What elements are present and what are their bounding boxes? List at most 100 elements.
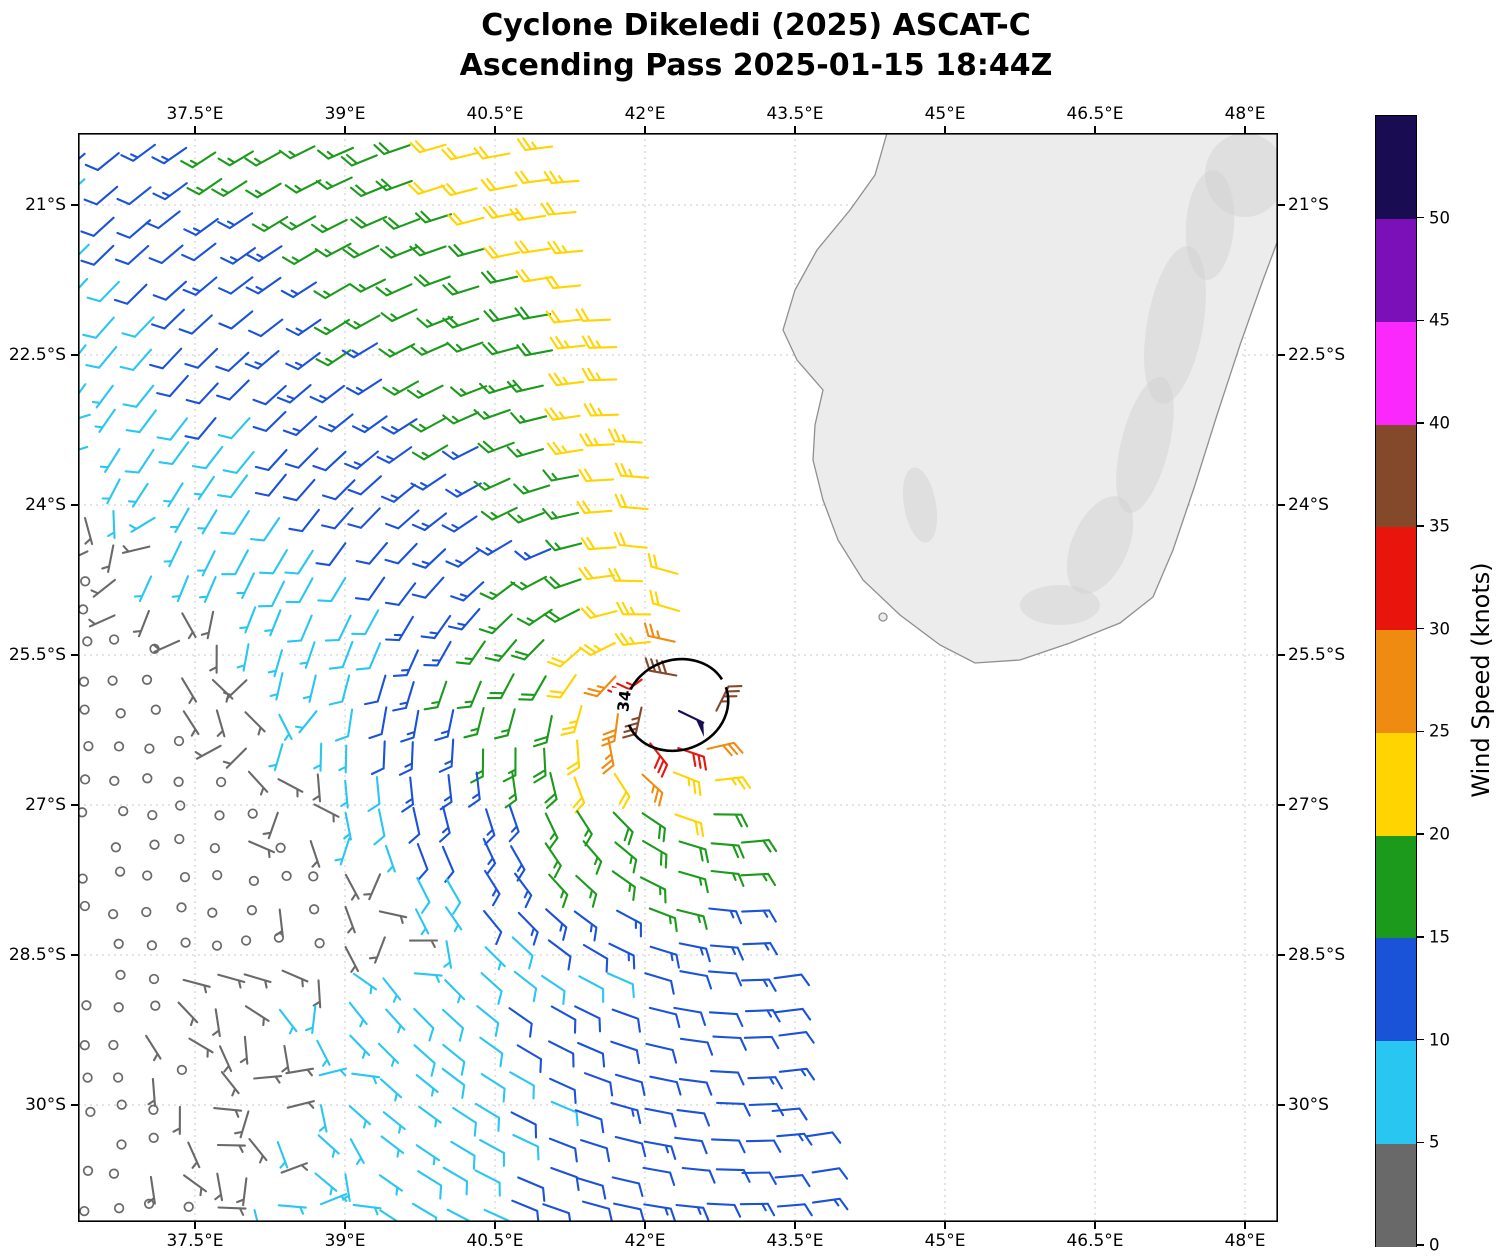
lon-tick-label-bottom: 37.5°E: [166, 1231, 224, 1251]
colorbar-tick-mark: [1417, 422, 1424, 424]
lon-tick-label-top: 48°E: [1224, 104, 1266, 124]
wind-barb-map: 34: [78, 133, 1278, 1222]
colorbar-tick-mark: [1417, 525, 1424, 527]
lon-tick-mark-bottom: [494, 1222, 496, 1229]
colorbar-segment-15-20kt: [1376, 835, 1416, 939]
lat-tick-mark-right: [1278, 354, 1285, 356]
svg-text:34: 34: [614, 689, 635, 713]
lat-tick-label-right: 21°S: [1288, 195, 1329, 215]
lat-tick-label-right: 30°S: [1288, 1095, 1329, 1115]
lon-tick-label-bottom: 42°E: [624, 1231, 666, 1251]
lat-tick-label-left: 24°S: [25, 495, 66, 515]
lon-tick-mark-top: [794, 126, 796, 133]
madagascar-landmass: [782, 133, 1278, 664]
r34-contour: [624, 657, 730, 753]
wind-barbs: [78, 137, 849, 1222]
lat-tick-label-right: 25.5°S: [1288, 645, 1346, 665]
offshore-islet: [878, 612, 888, 622]
lon-tick-label-bottom: 43.5°E: [766, 1231, 824, 1251]
lon-tick-mark-top: [944, 126, 946, 133]
colorbar-segment-0-5kt: [1376, 1143, 1416, 1247]
colorbar-tick-mark: [1417, 1244, 1424, 1246]
colorbar-tick-label: 50: [1429, 208, 1450, 228]
lat-tick-mark-right: [1278, 504, 1285, 506]
colorbar-segment-10-15kt: [1376, 937, 1416, 1042]
lon-tick-mark-bottom: [794, 1222, 796, 1229]
lon-tick-mark-bottom: [1094, 1222, 1096, 1229]
colorbar-segment-35-40kt: [1376, 424, 1416, 528]
lon-tick-mark-top: [344, 126, 346, 133]
lon-tick-label-bottom: 46.5°E: [1066, 1231, 1124, 1251]
title-line-2: Ascending Pass 2025-01-15 18:44Z: [459, 47, 1053, 83]
lat-tick-mark-left: [71, 504, 78, 506]
lat-tick-mark-left: [71, 804, 78, 806]
colorbar-segment-5-10kt: [1376, 1040, 1416, 1144]
lat-tick-mark-left: [71, 204, 78, 206]
lon-tick-mark-top: [1094, 126, 1096, 133]
lat-tick-mark-left: [71, 954, 78, 956]
colorbar-tick-label: 25: [1429, 721, 1450, 741]
lon-tick-label-top: 37.5°E: [166, 104, 224, 124]
colorbar-segment-40-45kt: [1376, 321, 1416, 425]
colorbar-tick-mark: [1417, 730, 1424, 733]
colorbar-segment-20-25kt: [1376, 732, 1416, 836]
lat-tick-label-left: 21°S: [25, 195, 66, 215]
colorbar-tick-label: 20: [1429, 824, 1450, 844]
lat-tick-label-right: 22.5°S: [1288, 345, 1346, 365]
lon-tick-label-top: 40.5°E: [466, 104, 524, 124]
colorbar-tick-mark: [1417, 1038, 1424, 1041]
lon-tick-mark-bottom: [344, 1222, 346, 1229]
r34-contour-label: 34: [609, 687, 639, 715]
lon-tick-label-top: 45°E: [924, 104, 966, 124]
colorbar-segment-25-30kt: [1376, 629, 1416, 733]
colorbar-tick-label: 10: [1429, 1030, 1450, 1050]
terrain-relief-shading: [902, 133, 1278, 625]
lat-tick-label-left: 30°S: [25, 1095, 66, 1115]
colorbar-tick-label: 35: [1429, 516, 1450, 536]
lon-tick-label-bottom: 48°E: [1224, 1231, 1266, 1251]
lat-tick-mark-right: [1278, 1104, 1285, 1106]
lat-tick-label-right: 24°S: [1288, 495, 1329, 515]
lat-tick-label-right: 27°S: [1288, 795, 1329, 815]
lon-tick-label-bottom: 39°E: [324, 1231, 366, 1251]
lat-tick-mark-right: [1278, 954, 1285, 956]
lon-tick-mark-top: [1244, 126, 1246, 133]
colorbar: [1375, 115, 1417, 1247]
lat-tick-mark-left: [71, 654, 78, 656]
colorbar-tick-mark: [1417, 627, 1424, 630]
colorbar-tick-label: 30: [1429, 619, 1450, 639]
colorbar-segment-45-50kt: [1376, 218, 1416, 323]
axes-frame: [78, 133, 1278, 1222]
colorbar-axis-label: Wind Speed (knots): [1467, 562, 1495, 798]
colorbar-tick-mark: [1417, 1141, 1424, 1143]
lat-tick-mark-left: [71, 1104, 78, 1106]
lon-tick-label-top: 39°E: [324, 104, 366, 124]
colorbar-tick-mark: [1417, 936, 1424, 938]
colorbar-tick-label: 5: [1429, 1132, 1440, 1152]
lat-tick-label-right: 28.5°S: [1288, 945, 1346, 965]
lon-tick-mark-bottom: [1244, 1222, 1246, 1229]
lat-tick-mark-right: [1278, 804, 1285, 806]
lon-tick-mark-top: [494, 126, 496, 133]
colorbar-tick-label: 45: [1429, 310, 1450, 330]
lon-tick-label-top: 43.5°E: [766, 104, 824, 124]
lon-tick-mark-top: [644, 126, 646, 133]
lat-tick-label-left: 28.5°S: [8, 945, 66, 965]
colorbar-tick-mark: [1417, 319, 1424, 322]
colorbar-tick-label: 15: [1429, 927, 1450, 947]
chart-title: Cyclone Dikeledi (2025) ASCAT-C Ascendin…: [0, 6, 1512, 85]
title-line-1: Cyclone Dikeledi (2025) ASCAT-C: [481, 8, 1031, 43]
colorbar-tick-label: 0: [1429, 1235, 1440, 1255]
lat-tick-mark-left: [71, 354, 78, 356]
lon-tick-mark-top: [194, 126, 196, 133]
colorbar-tick-label: 40: [1429, 413, 1450, 433]
lon-tick-mark-bottom: [194, 1222, 196, 1229]
lat-tick-label-left: 22.5°S: [8, 345, 66, 365]
colorbar-segment-50-55kt: [1376, 116, 1416, 220]
colorbar-segment-30-35kt: [1376, 526, 1416, 631]
lat-tick-label-left: 27°S: [25, 795, 66, 815]
lon-tick-mark-bottom: [644, 1222, 646, 1229]
lon-tick-label-bottom: 45°E: [924, 1231, 966, 1251]
lat-tick-mark-right: [1278, 654, 1285, 656]
